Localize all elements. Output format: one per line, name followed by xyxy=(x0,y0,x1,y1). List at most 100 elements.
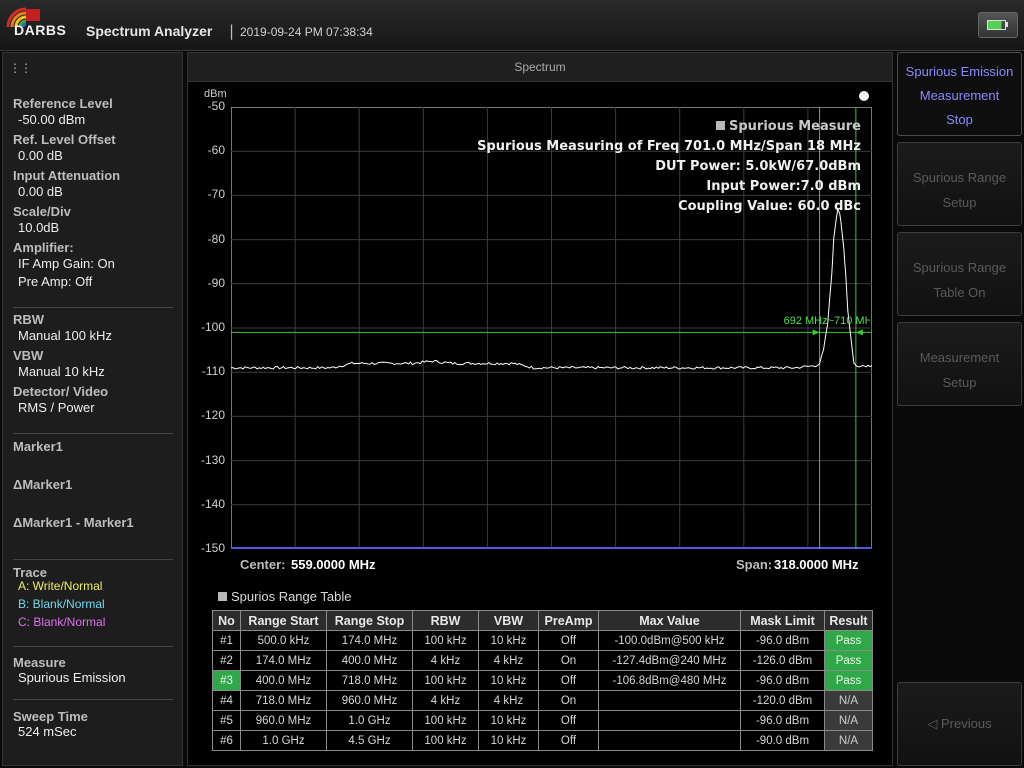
table-cell: #3 xyxy=(212,670,241,691)
spectrum-panel-title: Spectrum xyxy=(188,53,892,82)
battery-charging-icon xyxy=(987,20,1006,30)
trace-b-status[interactable]: B: Blank/Normal xyxy=(18,597,105,611)
y-tick-label: -130 xyxy=(200,452,225,467)
measure-value[interactable]: Spurious Emission xyxy=(18,670,126,685)
app-title: Spectrum Analyzer xyxy=(86,23,213,39)
marker1-label[interactable]: Marker1 xyxy=(13,439,63,454)
center-freq-label: Center: xyxy=(240,557,286,572)
detector-value[interactable]: RMS / Power xyxy=(18,400,95,415)
coupling-value-info: Coupling Value: 60.0 dBc xyxy=(678,199,861,214)
y-tick-label: -60 xyxy=(207,143,225,158)
status-indicator-icon xyxy=(859,91,869,101)
amplifier-label: Amplifier: xyxy=(13,240,74,255)
table-cell: 10 kHz xyxy=(478,630,539,651)
dut-power-info: DUT Power: 5.0kW/67.0dBm xyxy=(655,159,861,174)
table-cell: -120.0 dBm xyxy=(740,690,825,711)
previous-button[interactable]: ◁ Previous xyxy=(897,682,1022,766)
scale-div-value[interactable]: 10.0dB xyxy=(18,220,60,235)
table-row[interactable]: #4 718.0 MHz 960.0 MHz 4 kHz 4 kHz On -120.0 d… xyxy=(212,690,873,711)
span-value[interactable]: 318.0000 MHz xyxy=(774,557,859,572)
datetime: 2019-09-24 PM 07:38:34 xyxy=(240,25,373,39)
table-cell: 174.0 MHz xyxy=(326,630,413,651)
range-setup-line2: Setup xyxy=(942,195,977,210)
table-cell: N/A xyxy=(824,730,873,751)
vbw-label: VBW xyxy=(13,348,44,363)
spurious-range-table: No Range Start Range Stop RBW VBW PreAmp Max V… xyxy=(212,610,873,751)
table-cell: #2 xyxy=(212,650,241,671)
rbw-label: RBW xyxy=(13,312,45,327)
table-cell: 10 kHz xyxy=(478,710,539,731)
table-row[interactable]: #5 960.0 MHz 1.0 GHz 100 kHz 10 kHz Off -96.0 … xyxy=(212,710,873,731)
table-cell: #6 xyxy=(212,730,241,751)
table-cell: -96.0 dBm xyxy=(740,710,825,731)
vbw-value[interactable]: Manual 10 kHz xyxy=(18,364,105,379)
spurious-range-table-on-button[interactable]: Spurious Range Table On xyxy=(897,232,1022,316)
left-settings-panel: ⋮⋮ Reference Level -50.00 dBm Ref. Level… xyxy=(2,52,183,766)
table-cell: #1 xyxy=(212,630,241,651)
input-power-info: Input Power:7.0 dBm xyxy=(706,179,861,194)
y-tick-label: -110 xyxy=(201,364,225,379)
table-cell: Pass xyxy=(824,670,873,691)
table-cell: 1.0 GHz xyxy=(326,710,413,731)
delta-minus-marker1-label[interactable]: ΔMarker1 - Marker1 xyxy=(13,515,134,530)
battery-tip xyxy=(1006,22,1008,27)
table-cell: 1.0 GHz xyxy=(240,730,327,751)
ref-level-offset-value[interactable]: 0.00 dB xyxy=(18,148,63,163)
spurious-emission-stop-button[interactable]: Spurious Emission Measurement Stop xyxy=(897,52,1022,136)
table-cell: 400.0 MHz xyxy=(326,650,413,671)
center-freq-value[interactable]: 559.0000 MHz xyxy=(291,557,376,572)
sweep-time-label: Sweep Time xyxy=(13,709,88,724)
table-row[interactable]: #1 500.0 kHz 174.0 MHz 100 kHz 10 kHz Off -100… xyxy=(212,630,873,651)
divider xyxy=(13,307,173,308)
table-cell: -90.0 dBm xyxy=(740,730,825,751)
table-cell: 100 kHz xyxy=(412,730,479,751)
if-amp-gain-value[interactable]: IF Amp Gain: On xyxy=(18,256,115,271)
spurious-range-setup-button[interactable]: Spurious Range Setup xyxy=(897,142,1022,226)
square-icon xyxy=(218,592,227,601)
table-cell: 100 kHz xyxy=(412,630,479,651)
y-tick-label: -90 xyxy=(207,275,225,290)
table-cell: 100 kHz xyxy=(412,670,479,691)
input-attenuation-value[interactable]: 0.00 dB xyxy=(18,184,63,199)
table-cell: 718.0 MHz xyxy=(240,690,327,711)
sweep-time-value[interactable]: 524 mSec xyxy=(18,724,77,739)
table-row[interactable]: #2 174.0 MHz 400.0 MHz 4 kHz 4 kHz On -127.4dB… xyxy=(212,650,873,671)
rbw-value[interactable]: Manual 100 kHz xyxy=(18,328,112,343)
y-tick-label: -80 xyxy=(207,231,225,246)
table-cell xyxy=(598,690,741,711)
column-header: Max Value xyxy=(598,610,741,631)
table-cell: -126.0 dBm xyxy=(740,650,825,671)
column-header: Range Start xyxy=(240,610,327,631)
darbs-logo xyxy=(6,7,40,28)
table-cell: Pass xyxy=(824,630,873,651)
table-cell: On xyxy=(538,690,599,711)
y-tick-label: -70 xyxy=(207,187,225,202)
table-row[interactable]: #6 1.0 GHz 4.5 GHz 100 kHz 10 kHz Off -90.0 dB… xyxy=(212,730,873,751)
table-row[interactable]: #3 400.0 MHz 718.0 MHz 100 kHz 10 kHz Off -106… xyxy=(212,670,873,691)
reference-level-value[interactable]: -50.00 dBm xyxy=(18,112,86,127)
table-cell: -96.0 dBm xyxy=(740,630,825,651)
measurement-setup-button[interactable]: Measurement Setup xyxy=(897,322,1022,406)
table-cell: Off xyxy=(538,710,599,731)
trace-a-status[interactable]: A: Write/Normal xyxy=(18,579,103,593)
divider xyxy=(13,646,173,647)
spurious-freq-info: Spurious Measuring of Freq 701.0 MHz/Spa… xyxy=(477,139,861,154)
table-cell: 4 kHz xyxy=(412,650,479,671)
stop-button-line2: Measurement xyxy=(919,88,1000,103)
range-table-title-text: Spurios Range Table xyxy=(231,589,352,604)
range-table-title: Spurios Range Table xyxy=(218,589,351,604)
spectrum-plot[interactable] xyxy=(231,107,872,549)
divider xyxy=(13,559,173,560)
table-cell: -96.0 dBm xyxy=(740,670,825,691)
table-cell: #5 xyxy=(212,710,241,731)
trace-c-status[interactable]: C: Blank/Normal xyxy=(18,615,106,629)
table-cell: 100 kHz xyxy=(412,710,479,731)
pre-amp-value[interactable]: Pre Amp: Off xyxy=(18,274,93,289)
y-tick-label: -120 xyxy=(200,408,225,423)
battery-button[interactable] xyxy=(978,12,1018,38)
table-cell: Off xyxy=(538,670,599,691)
delta-marker1-label[interactable]: ΔMarker1 xyxy=(13,477,73,492)
drag-grip-icon[interactable]: ⋮⋮ xyxy=(9,61,32,75)
table-cell: 4 kHz xyxy=(478,650,539,671)
table-cell: 4 kHz xyxy=(412,690,479,711)
